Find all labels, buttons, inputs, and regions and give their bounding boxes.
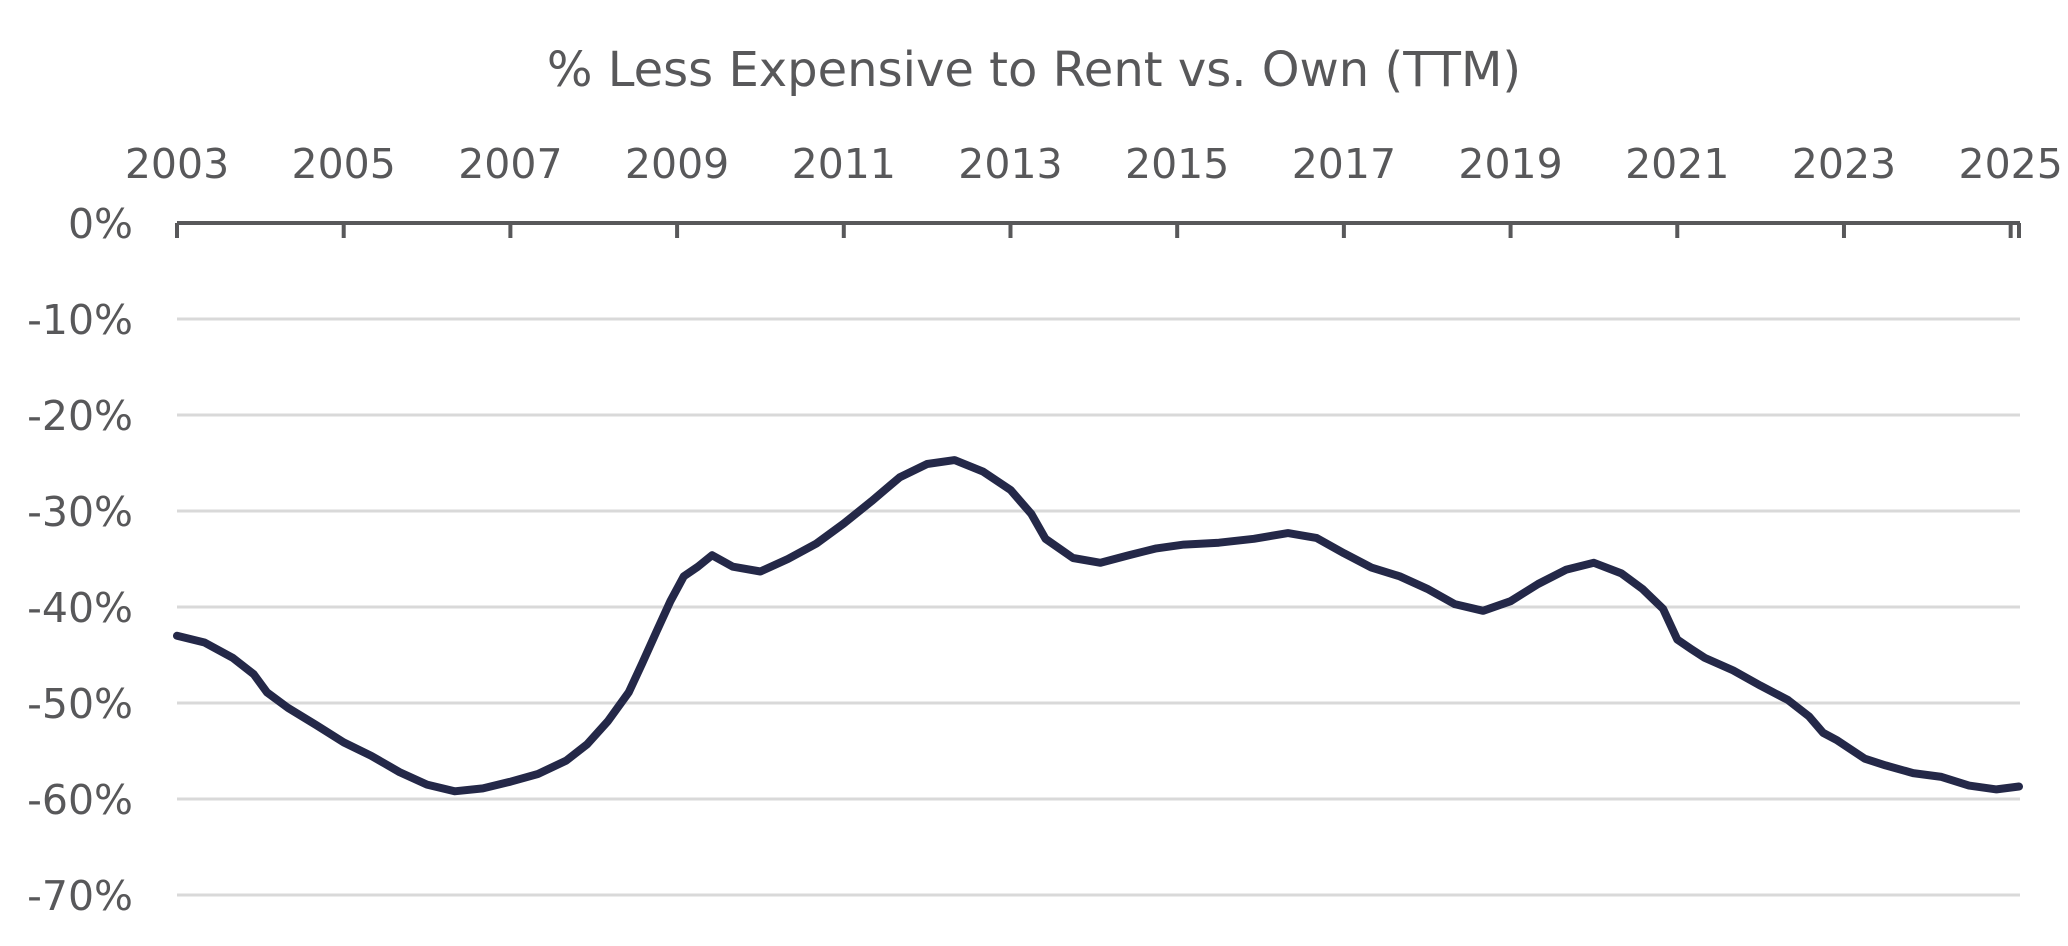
x-tick-label: 2015 xyxy=(1125,140,1229,188)
y-tick-label: 0% xyxy=(68,200,133,248)
x-tick-label: 2021 xyxy=(1625,140,1729,188)
y-tick-label: -10% xyxy=(27,296,133,344)
y-tick-label: -30% xyxy=(27,488,133,536)
x-tick-label: 2003 xyxy=(125,140,229,188)
y-tick-label: -40% xyxy=(27,584,133,632)
x-tick-label: 2023 xyxy=(1792,140,1896,188)
series-line xyxy=(173,456,2023,796)
x-tick-label: 2019 xyxy=(1458,140,1562,188)
y-tick-label: -60% xyxy=(27,776,133,824)
x-tick-label: 2005 xyxy=(292,140,396,188)
chart-title: % Less Expensive to Rent vs. Own (TTM) xyxy=(547,42,1521,98)
x-tick-label: 2017 xyxy=(1292,140,1396,188)
x-tick-label: 2009 xyxy=(625,140,729,188)
y-tick-label: -50% xyxy=(27,680,133,728)
x-axis: 2003 2005 2007 2009 2011 2013 2015 2017 2019 2021… xyxy=(125,140,2063,238)
series-layer xyxy=(173,456,2023,796)
x-tick-label: 2007 xyxy=(458,140,562,188)
y-tick-label: -70% xyxy=(27,872,133,920)
x-tick-label: 2013 xyxy=(958,140,1062,188)
x-tick-label: 2025 xyxy=(1958,140,2062,188)
gridlines xyxy=(177,317,2020,897)
x-tick-label: 2011 xyxy=(792,140,896,188)
y-axis: 0% -10% -20% -30% -40% -50% -60% -70% xyxy=(27,200,133,920)
y-tick-label: -20% xyxy=(27,392,133,440)
